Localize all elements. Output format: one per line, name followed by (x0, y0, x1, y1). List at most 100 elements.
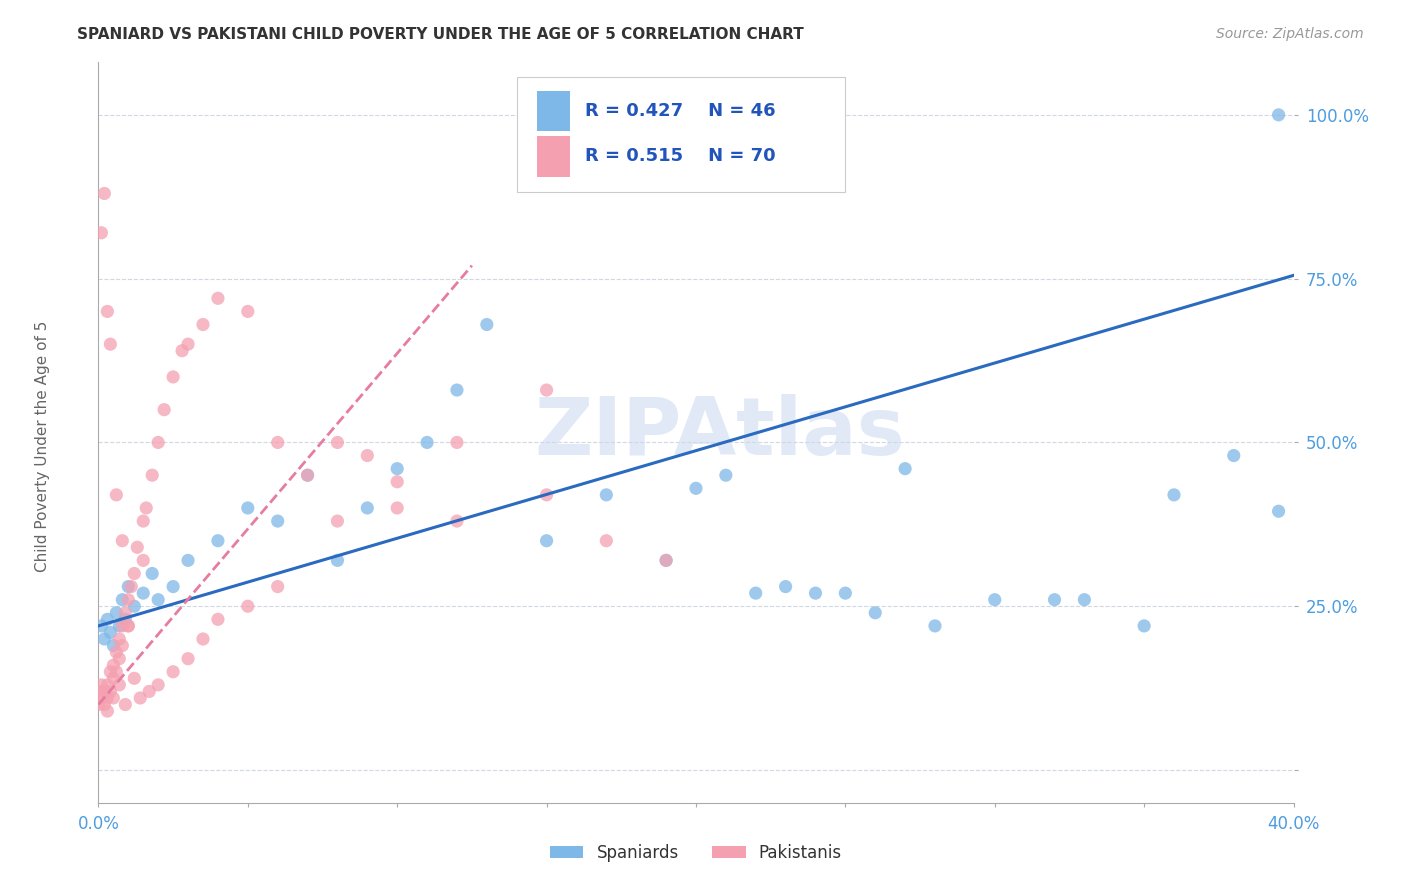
Point (177, 651, 200, 665)
Point (1267, 504, 1289, 518)
Point (207, 612, 229, 626)
Point (804, 586, 827, 600)
Point (111, 639, 134, 653)
Point (105, 488, 128, 502)
Point (595, 533, 617, 548)
Point (153, 402, 176, 417)
Point (117, 592, 139, 607)
Point (98, 665, 122, 679)
Point (177, 337, 200, 351)
Point (326, 553, 349, 567)
Point (162, 580, 184, 594)
Point (90, 226, 112, 240)
Point (655, 553, 678, 567)
Point (297, 468, 319, 483)
Point (108, 619, 131, 633)
Point (120, 580, 142, 594)
Point (117, 619, 139, 633)
Point (172, 343, 194, 358)
Point (108, 651, 131, 665)
Point (141, 566, 163, 581)
Point (103, 671, 125, 685)
Point (132, 586, 155, 600)
Point (1043, 592, 1066, 607)
FancyBboxPatch shape (517, 78, 845, 192)
Point (93, 698, 115, 712)
Point (114, 612, 136, 626)
Point (129, 690, 152, 705)
Point (93, 684, 115, 698)
Point (108, 632, 131, 646)
Point (326, 435, 349, 450)
Point (111, 592, 134, 607)
Point (96, 304, 118, 318)
Point (98, 337, 122, 351)
Point (1163, 488, 1185, 502)
Point (148, 678, 170, 692)
Point (127, 541, 149, 555)
Point (446, 383, 468, 397)
Point (98, 625, 122, 640)
Point (1267, 108, 1289, 122)
Point (93, 632, 115, 646)
Point (984, 592, 1007, 607)
Point (894, 461, 917, 475)
Point (87, 684, 110, 698)
Point (685, 481, 707, 495)
Text: R = 0.515    N = 70: R = 0.515 N = 70 (585, 147, 776, 165)
Point (114, 606, 136, 620)
Point (138, 684, 160, 698)
Point (475, 318, 498, 332)
Point (98, 684, 122, 698)
Point (148, 592, 170, 607)
Text: SPANIARD VS PAKISTANI CHILD POVERTY UNDER THE AGE OF 5 CORRELATION CHART: SPANIARD VS PAKISTANI CHILD POVERTY UNDE… (77, 27, 804, 42)
Point (714, 468, 737, 483)
Point (90, 678, 112, 692)
Point (96, 704, 118, 718)
Point (162, 370, 184, 384)
Point (267, 435, 290, 450)
Point (834, 586, 856, 600)
Point (141, 468, 163, 483)
Point (114, 698, 136, 712)
Point (865, 606, 887, 620)
Point (191, 632, 214, 646)
Point (132, 514, 155, 528)
Point (385, 475, 409, 489)
Point (124, 599, 146, 614)
Point (446, 435, 468, 450)
Point (105, 665, 128, 679)
Point (297, 468, 319, 483)
Point (90, 619, 112, 633)
Point (655, 553, 678, 567)
Point (775, 580, 797, 594)
Point (385, 500, 409, 515)
Point (177, 553, 200, 567)
Point (924, 619, 946, 633)
Point (108, 678, 131, 692)
Point (103, 690, 125, 705)
Point (595, 488, 617, 502)
Point (536, 488, 558, 502)
Text: Child Poverty Under the Age of 5: Child Poverty Under the Age of 5 (35, 320, 49, 572)
Point (236, 599, 259, 614)
Point (87, 698, 110, 712)
Point (96, 690, 118, 705)
Point (236, 500, 259, 515)
Point (236, 304, 259, 318)
Point (385, 461, 409, 475)
Point (105, 606, 128, 620)
Point (536, 533, 558, 548)
Point (117, 580, 139, 594)
Point (1133, 619, 1156, 633)
Point (93, 186, 115, 201)
Point (103, 658, 125, 673)
Bar (537, 91, 571, 131)
Point (326, 514, 349, 528)
Point (162, 665, 184, 679)
Point (745, 586, 768, 600)
Point (111, 533, 134, 548)
Point (148, 435, 170, 450)
Point (1073, 592, 1095, 607)
Point (96, 678, 118, 692)
